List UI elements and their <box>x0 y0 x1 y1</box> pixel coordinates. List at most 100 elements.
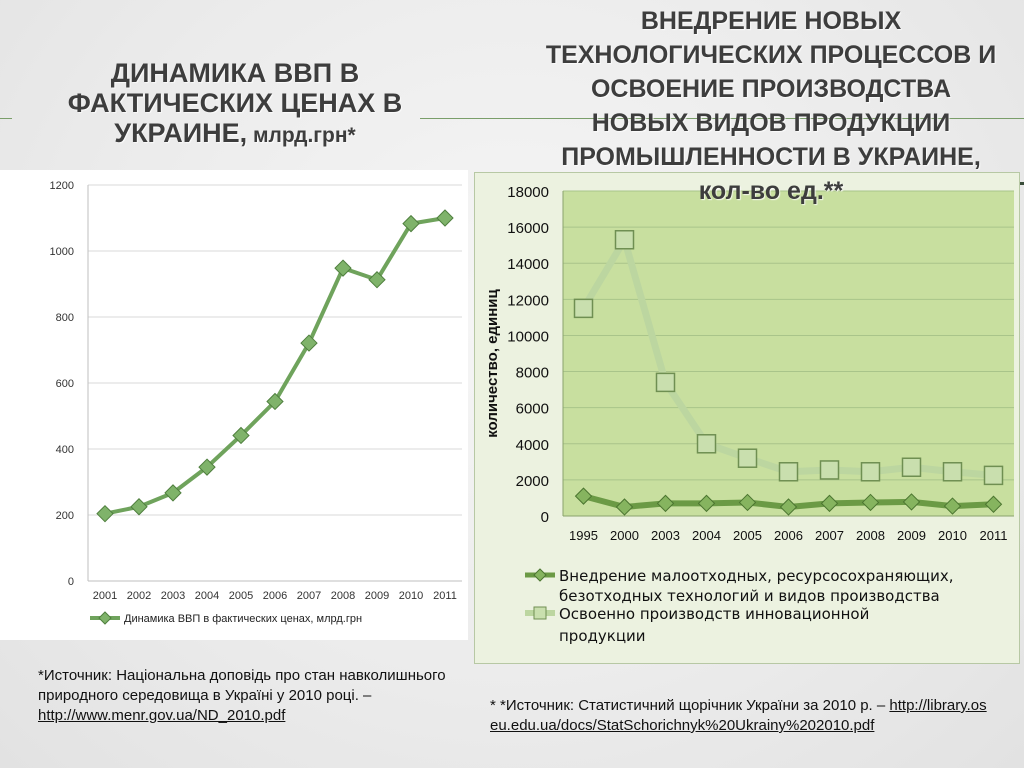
innov-series2-point <box>819 460 840 480</box>
title-rule-left <box>0 118 12 119</box>
source-right-link[interactable]: http://library.oseu.edu.ua/docs/StatScho… <box>490 697 987 734</box>
innov-series1-point <box>902 493 921 511</box>
gdp-y-tick-label: 800 <box>56 312 74 324</box>
legend2-label-line: продукции <box>559 627 646 645</box>
innov-series1-point <box>697 494 716 513</box>
gdp-y-tick-label: 0 <box>68 576 74 588</box>
innov-series1-point <box>738 493 757 512</box>
innov-x-tick-label: 2011 <box>980 528 1008 543</box>
gdp-y-tick-label: 1000 <box>50 246 74 258</box>
gdp-y-tick-label: 400 <box>56 444 74 456</box>
innovation-chart-svg: 0 2000 4000 6000 8000 10000 12000 14000 16000 180… <box>484 184 1014 645</box>
innov-series2-point <box>737 448 758 468</box>
gdp-x-tick-label: 2002 <box>127 590 151 602</box>
gdp-x-tick-label: 2005 <box>229 590 253 602</box>
source-left-link[interactable]: http://www.menr.gov.ua/ND_2010.pdf <box>38 707 286 724</box>
innov-series2-point <box>696 434 717 454</box>
innov-series1-point <box>861 493 880 512</box>
gdp-x-tick-label: 2007 <box>297 590 321 602</box>
innov-series2-point <box>983 465 1004 486</box>
gdp-x-tick-label: 2011 <box>433 590 457 602</box>
left-chart-title: ДИНАМИКА ВВП В ФАКТИЧЕСКИХ ЦЕНАХ В УКРАИ… <box>10 58 460 151</box>
innov-y-tick-label: 10000 <box>507 328 549 345</box>
gdp-data-point <box>436 209 454 227</box>
gdp-data-point <box>300 334 318 352</box>
innov-y-tick-label: 14000 <box>507 256 549 273</box>
innov-y-tick-label: 2000 <box>516 473 549 490</box>
gdp-y-tick-label: 200 <box>56 510 74 522</box>
gdp-data-point <box>402 214 420 233</box>
innov-y-tick-label: 4000 <box>516 437 549 454</box>
innov-y-tick-label: 0 <box>541 509 549 526</box>
legend1-label-line: Внедрение малоотходных, ресурсосохраняющ… <box>559 567 954 585</box>
gdp-data-point <box>232 426 250 445</box>
gdp-y-tick-label: 1200 <box>50 180 74 192</box>
innov-series2-point <box>655 372 676 393</box>
gdp-legend-marker <box>98 611 112 625</box>
right-title-main: ВНЕДРЕНИЕ НОВЫХ ТЕХНОЛОГИЧЕСКИХ ПРОЦЕССО… <box>545 7 997 171</box>
gdp-x-tick-label: 2003 <box>161 590 185 602</box>
innov-series2-point <box>860 462 881 482</box>
innov-y-tick-label: 18000 <box>507 184 549 201</box>
gdp-legend-label: Динамика ВВП в фактических ценах, млрд.г… <box>124 613 362 625</box>
plot-area <box>563 191 1014 516</box>
innovation-chart: 0 2000 4000 6000 8000 10000 12000 14000 16000 180… <box>474 172 1020 664</box>
legend2-label-line: Освоенно производств инновационной <box>559 605 869 623</box>
left-title-main: ДИНАМИКА ВВП В ФАКТИЧЕСКИХ ЦЕНАХ В УКРАИ… <box>67 58 403 148</box>
innov-y-tick-label: 8000 <box>516 365 549 382</box>
right-title-unit: кол-во ед.** <box>698 177 844 205</box>
innov-series1-point <box>656 494 675 513</box>
gdp-x-tick-label: 2009 <box>365 590 389 602</box>
left-title-unit: млрд.грн* <box>247 124 356 147</box>
legend1-label-line: безотходных технологий и видов производс… <box>559 587 940 605</box>
gdp-x-tick-label: 2004 <box>195 590 219 602</box>
innov-series2-point <box>942 462 963 482</box>
innov-x-tick-label: 1995 <box>569 528 598 543</box>
gdp-chart: 0 200 400 600 800 1000 1200 2001 2002 2003 2004 200… <box>0 170 468 640</box>
gdp-x-tick-label: 2006 <box>263 590 287 602</box>
innov-x-tick-label: 2004 <box>692 528 721 543</box>
innov-x-tick-label: 2008 <box>856 528 885 543</box>
source-left-text: *Источник: Національна доповідь про стан… <box>38 667 446 704</box>
gdp-series-line <box>104 216 446 516</box>
source-note-right: * *Источник: Статистичний щорічник Украї… <box>490 696 990 736</box>
innov-series2-point <box>614 230 635 250</box>
gdp-x-tick-label: 2001 <box>93 590 117 602</box>
gdp-chart-svg: 0 200 400 600 800 1000 1200 2001 2002 2003 2004 200… <box>50 180 462 625</box>
legend1-label: Внедрение малоотходных, ресурсосохраняющ… <box>559 567 954 605</box>
gdp-data-point <box>334 259 352 277</box>
innov-y-axis-label: количество, единиц <box>484 288 501 437</box>
innov-series2-point <box>573 298 594 319</box>
legend2-label: Освоенно производств инновационной продук… <box>559 605 869 645</box>
gdp-data-point <box>164 484 182 502</box>
source-note-left: *Источник: Національна доповідь про стан… <box>38 666 458 726</box>
innov-x-tick-label: 2000 <box>610 528 639 543</box>
innov-x-tick-label: 2006 <box>774 528 803 543</box>
gdp-data-point <box>130 498 148 516</box>
gdp-data-point <box>368 271 386 289</box>
innov-x-tick-label: 2005 <box>733 528 762 543</box>
innov-series2-point <box>901 457 922 477</box>
title-rule-right <box>420 118 1024 119</box>
innov-x-tick-label: 2009 <box>897 528 926 543</box>
innov-y-tick-label: 6000 <box>516 401 549 418</box>
innov-series1-point <box>943 497 962 515</box>
right-chart-title: ВНЕДРЕНИЕ НОВЫХ ТЕХНОЛОГИЧЕСКИХ ПРОЦЕССО… <box>540 4 1002 208</box>
innov-series2-point <box>778 462 799 482</box>
innov-series1-point <box>820 494 839 513</box>
gdp-data-point <box>96 504 114 523</box>
gdp-data-point <box>198 458 216 476</box>
legend2-marker <box>533 606 547 620</box>
innov-series1-point <box>615 498 634 516</box>
gdp-y-tick-label: 600 <box>56 378 74 390</box>
innov-x-tick-label: 2007 <box>815 528 844 543</box>
innov-series1-point <box>779 498 798 516</box>
source-right-text: * *Источник: Статистичний щорічник Украї… <box>490 697 890 714</box>
innov-x-tick-label: 2010 <box>938 528 967 543</box>
innov-series1-point <box>984 495 1003 513</box>
gdp-x-tick-label: 2010 <box>399 590 423 602</box>
gdp-x-tick-label: 2008 <box>331 590 355 602</box>
gdp-data-point <box>266 392 284 411</box>
innov-x-tick-label: 2003 <box>651 528 680 543</box>
innov-y-tick-label: 12000 <box>507 292 549 309</box>
